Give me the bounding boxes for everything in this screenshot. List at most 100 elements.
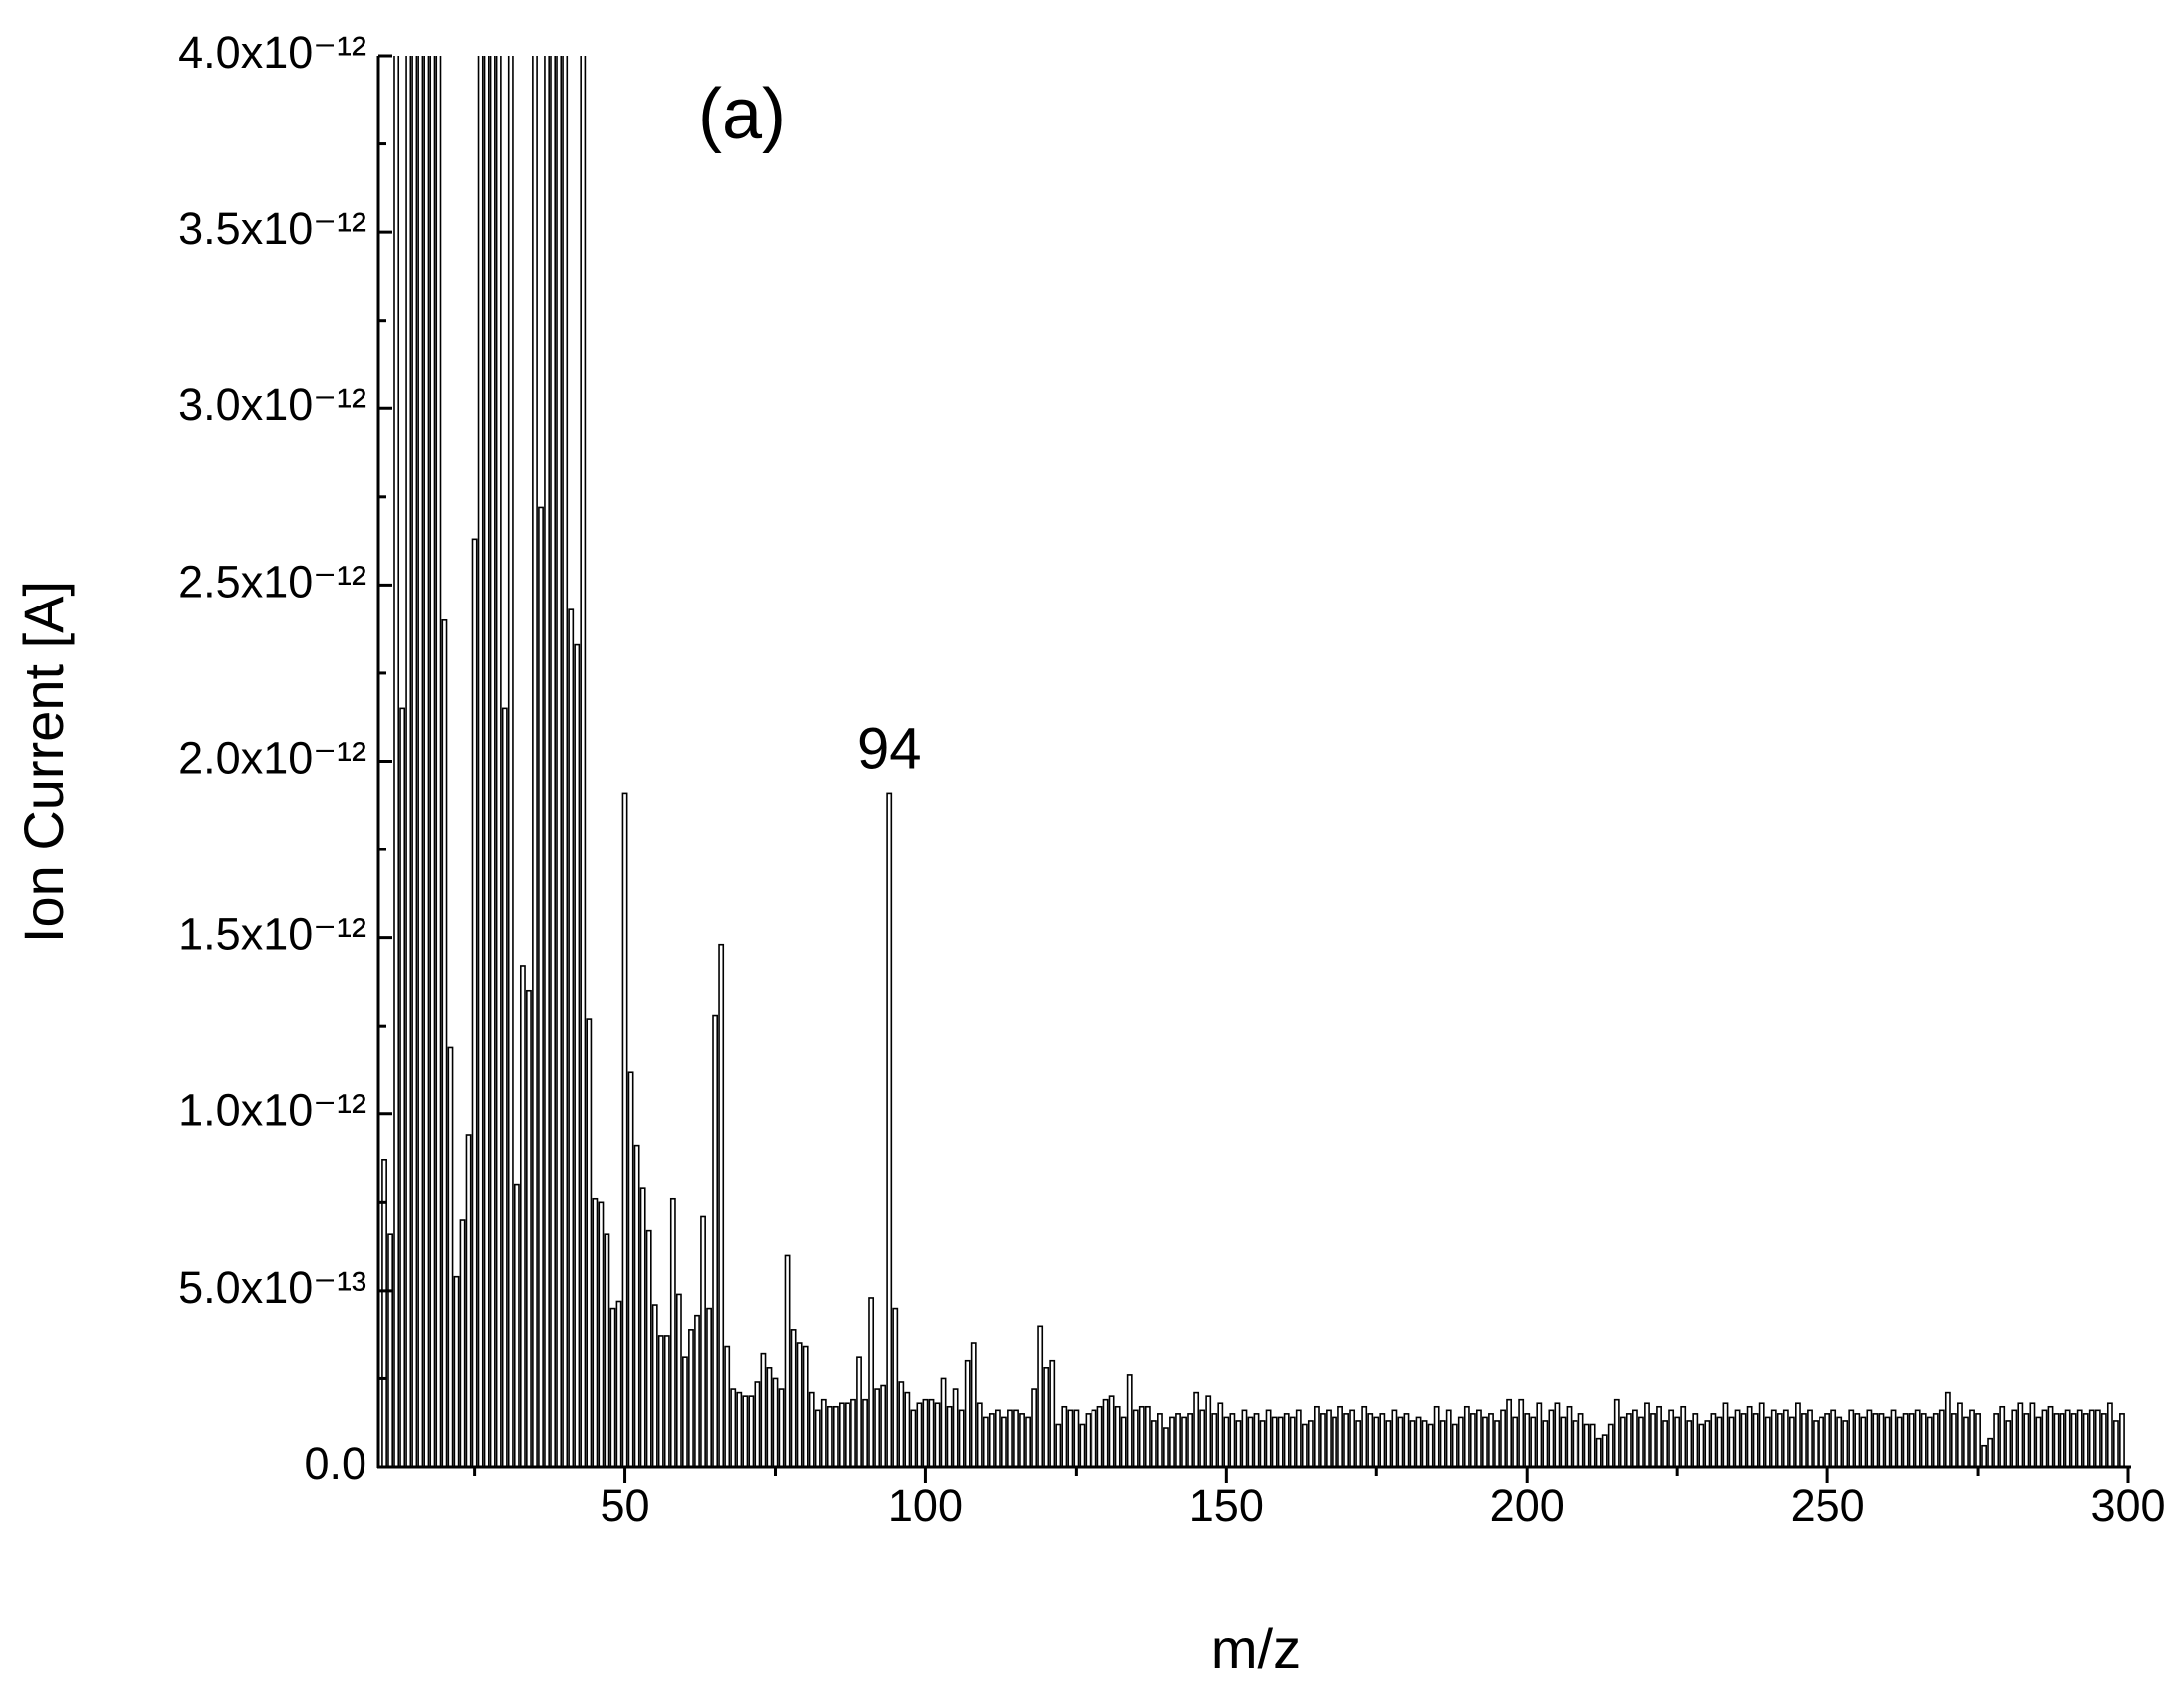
- bar: [2047, 1405, 2054, 1468]
- bar: [1842, 1420, 1849, 1468]
- bar: [556, 56, 563, 1468]
- bar: [700, 1215, 706, 1468]
- bar: [845, 1402, 850, 1468]
- bar: [1427, 1423, 1434, 1468]
- annotation: 94: [857, 717, 922, 782]
- bar: [2041, 1409, 2048, 1468]
- bar: [1944, 1391, 1951, 1468]
- bar: [820, 1398, 827, 1468]
- bar: [1055, 1423, 1062, 1468]
- bar: [1902, 1413, 1909, 1468]
- bar: [1764, 1416, 1771, 1468]
- bar: [1595, 1437, 1602, 1468]
- bar: [1704, 1420, 1711, 1468]
- bar: [952, 1388, 959, 1468]
- bar: [1999, 1405, 2006, 1468]
- bar: [1926, 1416, 1933, 1468]
- bar: [1613, 1398, 1620, 1468]
- bar: [2082, 1413, 2089, 1468]
- x-tick-label: 200: [1490, 1480, 1565, 1531]
- bar: [1126, 1374, 1133, 1468]
- bar: [1409, 1420, 1416, 1468]
- bar: [1607, 1423, 1614, 1468]
- bar: [675, 1293, 682, 1468]
- bar: [1457, 1416, 1464, 1468]
- bar: [682, 1356, 688, 1468]
- bar: [808, 1391, 815, 1468]
- bar: [1326, 1409, 1332, 1468]
- bar: [718, 943, 725, 1468]
- bar: [2094, 1409, 2101, 1468]
- y-tick-label: 4.0x10⁻¹²: [178, 27, 366, 78]
- bar: [2023, 1413, 2030, 1468]
- bar: [1463, 1405, 1470, 1468]
- bar: [1367, 1413, 1374, 1468]
- bar: [2005, 1420, 2012, 1468]
- bar: [1373, 1416, 1380, 1468]
- bar: [483, 56, 490, 1468]
- bar: [633, 1144, 640, 1468]
- bar: [1385, 1420, 1392, 1468]
- bar: [1169, 1416, 1175, 1468]
- bar: [1746, 1405, 1753, 1468]
- y-tick-label: 0.0: [304, 1438, 366, 1489]
- bars: [381, 56, 2125, 1468]
- bar: [850, 1398, 856, 1468]
- bar: [1211, 1413, 1218, 1468]
- bar: [598, 1201, 605, 1468]
- bar: [615, 1300, 622, 1468]
- bar: [2106, 1402, 2113, 1468]
- bar: [526, 989, 532, 1468]
- bar: [868, 1297, 875, 1468]
- bar: [651, 1304, 658, 1468]
- bar: [1235, 1420, 1242, 1468]
- bar: [2119, 1413, 2125, 1468]
- x-tick-label: 150: [1189, 1480, 1264, 1531]
- bar: [1740, 1413, 1747, 1468]
- bar: [477, 56, 484, 1468]
- bar: [1397, 1416, 1404, 1468]
- bar: [1019, 1413, 1025, 1468]
- bar: [1289, 1416, 1296, 1468]
- bar: [1320, 1413, 1326, 1468]
- bar: [1644, 1402, 1650, 1468]
- bar: [1692, 1413, 1699, 1468]
- bar: [393, 56, 400, 1468]
- bar: [754, 1381, 761, 1468]
- y-tick-label: 5.0x10⁻¹³: [178, 1262, 366, 1313]
- bar: [1908, 1413, 1915, 1468]
- bar: [441, 618, 448, 1468]
- bar: [669, 1197, 676, 1468]
- bar: [1301, 1423, 1308, 1468]
- y-tick-label: 3.0x10⁻¹²: [178, 379, 366, 430]
- bar: [958, 1409, 965, 1468]
- bar: [1500, 1409, 1506, 1468]
- bar: [910, 1409, 917, 1468]
- bar: [1114, 1405, 1121, 1468]
- bar: [1866, 1409, 1873, 1468]
- bar: [381, 1159, 387, 1468]
- bar: [387, 1233, 393, 1468]
- bar: [1601, 1434, 1608, 1468]
- y-tick-label: 2.0x10⁻¹²: [178, 732, 366, 783]
- bar: [1957, 1402, 1963, 1468]
- bar: [796, 1342, 803, 1468]
- bar: [1807, 1409, 1813, 1468]
- bar: [1734, 1409, 1741, 1468]
- bar: [2053, 1413, 2060, 1468]
- bar: [1668, 1409, 1675, 1468]
- bar: [1813, 1420, 1819, 1468]
- bar: [1878, 1413, 1885, 1468]
- bar: [1993, 1413, 2000, 1468]
- bar: [1096, 1405, 1103, 1468]
- bar: [1625, 1413, 1632, 1468]
- bar: [1229, 1413, 1236, 1468]
- bar: [447, 1046, 454, 1468]
- bar: [562, 56, 569, 1468]
- bar: [1253, 1413, 1260, 1468]
- bar: [1512, 1416, 1519, 1468]
- bar: [1830, 1409, 1837, 1468]
- bar: [1277, 1416, 1284, 1468]
- bar: [694, 1314, 700, 1468]
